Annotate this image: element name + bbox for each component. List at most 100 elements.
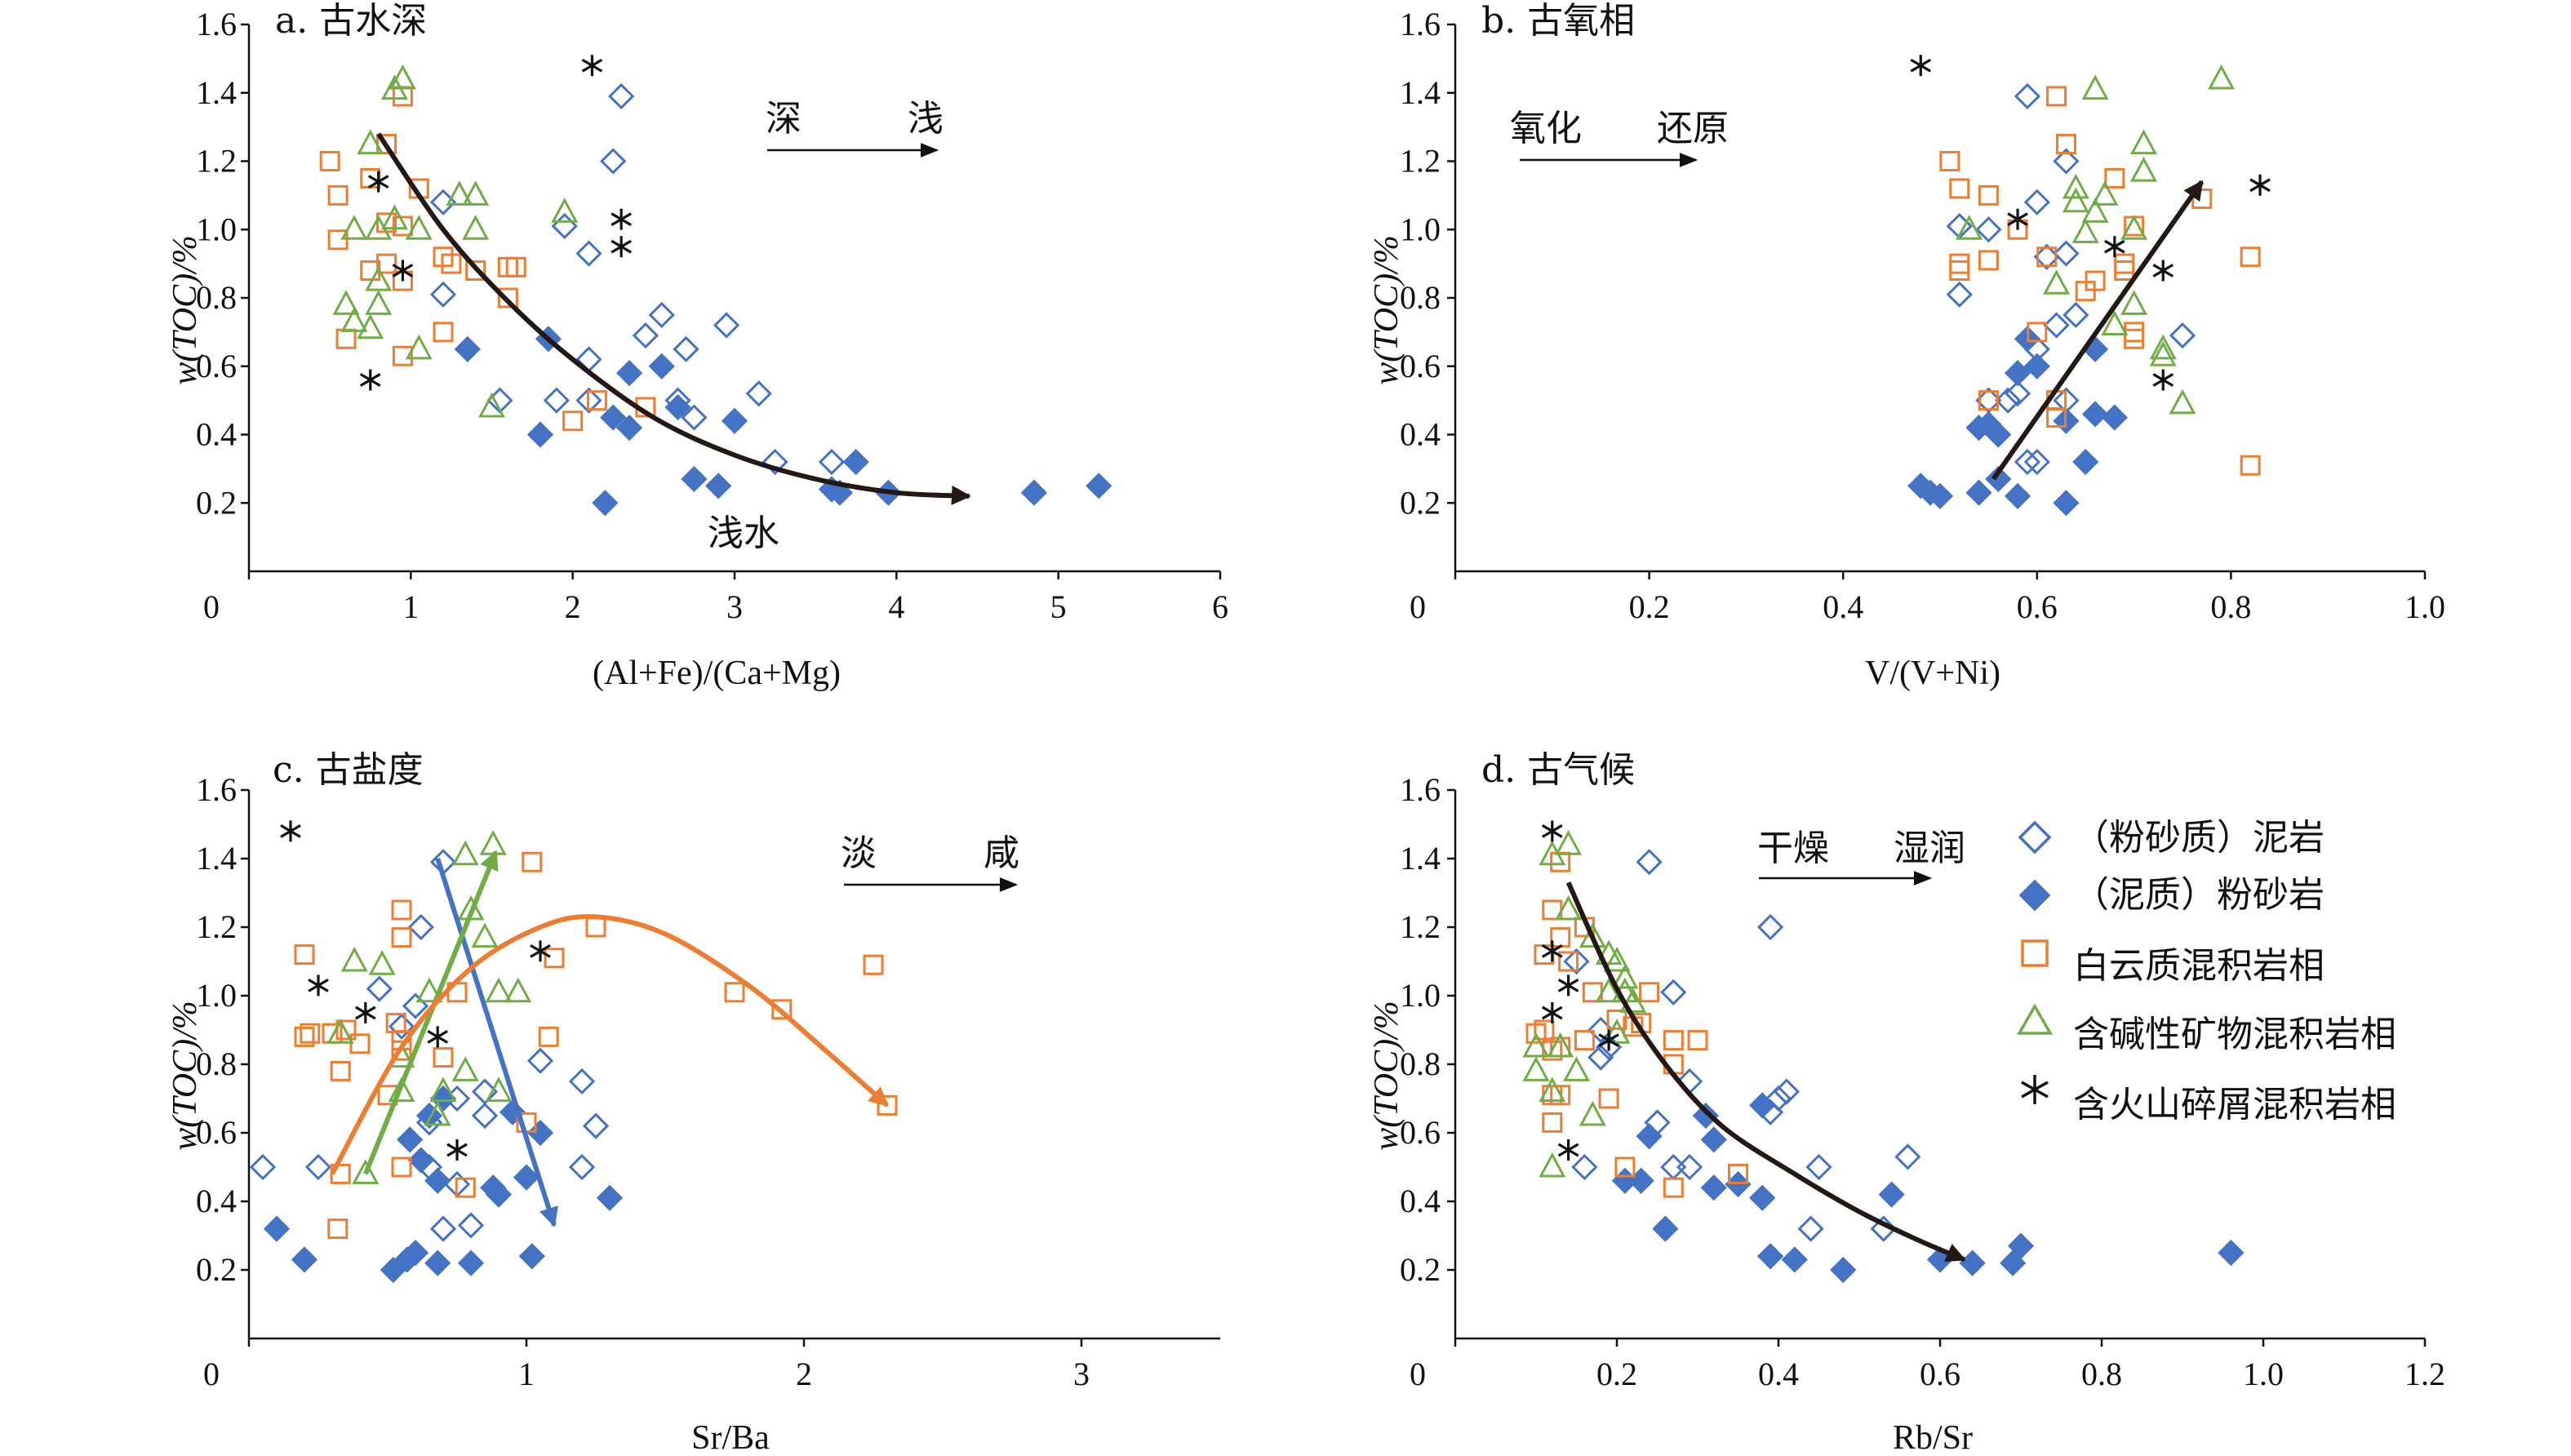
panel-d-point-diamond-open <box>1660 979 1687 1005</box>
panel-d-origin-label: 0 <box>1410 1356 1426 1392</box>
panel-b-point-triangle-open <box>2149 334 2177 360</box>
panel-b-ytick-label: 0.6 <box>1400 348 1441 384</box>
panel-c-point-square-open <box>300 1023 321 1044</box>
panel-d-ytick-label: 0.2 <box>1400 1251 1441 1288</box>
panel-a-xlabel: (Al+Fe)/(Ca+Mg) <box>593 655 841 692</box>
panel-d-ytick-label: 1.4 <box>1400 840 1441 877</box>
panel-c-xtick-label: 2 <box>796 1356 812 1392</box>
panel-b-ytick-label: 0.4 <box>1400 416 1441 453</box>
panel-d-point-square-open <box>1598 1088 1619 1109</box>
panel-c-point-square-open <box>724 982 745 1003</box>
panel-d-point-diamond-open <box>1587 1044 1614 1071</box>
panel-d-xtick-label: 1.0 <box>2243 1356 2284 1392</box>
panel-c-point-diamond-filled <box>291 1246 318 1273</box>
panel-c-ytick-label: 0.6 <box>196 1114 237 1151</box>
panel-a-point-triangle-open <box>365 215 393 240</box>
panel-c-point-diamond-filled <box>596 1184 624 1211</box>
panel-b-point-diamond-filled <box>2023 353 2050 380</box>
panel-a-xtick-label: 4 <box>888 588 904 625</box>
panel-b-point-square-open <box>2240 455 2261 476</box>
panel-a-point-asterisk-stroke <box>581 58 603 73</box>
panel-b-point-diamond-open <box>2053 148 2080 175</box>
legend-item-dolomitic: 白云质混积岩相 <box>2021 939 2325 987</box>
panel-c-ytick-label: 1.6 <box>196 771 237 808</box>
panel-a-point-asterisk <box>367 171 389 193</box>
panel-b-point-square-open <box>2104 167 2125 189</box>
panel-a-xtick-label: 5 <box>1050 588 1067 625</box>
panel-a-point-diamond-open <box>551 212 578 240</box>
panel-b: b. 古氧相 氧化 还原 V/(V+Ni) w(TOC)/% 0.2 0.4 0.6… <box>1368 0 2445 692</box>
panel-d-point-triangle-open <box>1522 1056 1550 1081</box>
panel-d-point-square-open <box>1542 1112 1563 1133</box>
panel-a-ytick-label: 1.4 <box>196 74 237 111</box>
panel-d-ytick-label: 0.6 <box>1400 1114 1441 1151</box>
panel-d-point-square-open <box>1687 1030 1708 1051</box>
panel-d-point-triangle-open <box>1595 977 1623 1003</box>
panel-c-ylabel: w(TOC)/% <box>167 1001 204 1151</box>
panel-a-point-asterisk <box>611 236 632 258</box>
panel-c-point-square-open <box>330 1060 351 1081</box>
panel-b-xtick-label: 0.6 <box>2017 588 2058 625</box>
panel-a-ylabel: w(TOC)/% <box>167 235 204 385</box>
panel-b-point-square-open <box>2240 246 2261 268</box>
panel-d-xtick-label: 0.2 <box>1596 1356 1637 1392</box>
panel-a-point-triangle-open <box>446 180 473 206</box>
panel-d-point-triangle-open <box>1555 830 1583 855</box>
panel-b-point-diamond-open <box>2033 243 2060 270</box>
panel-d-point-square-open <box>1534 1019 1555 1041</box>
panel-b-point-triangle-open <box>2101 310 2129 335</box>
panel-c: c. 古盐度 淡 咸 Sr/Ba w(TOC)/% 0.2 0.4 0.6 0.8 1.… <box>167 749 1220 1456</box>
panel-a-point-diamond-filled <box>526 421 554 448</box>
panel-d-point-square-open <box>1574 1030 1595 1051</box>
panel-a-point-asterisk-stroke <box>392 264 414 277</box>
panel-d-point-triangle-open <box>1579 922 1606 948</box>
panel-a-point-square-open <box>465 260 486 281</box>
panel-a-point-triangle-open <box>340 307 368 332</box>
panel-d-point-diamond-open <box>1563 948 1590 975</box>
panel-c-point-square-open <box>455 1177 476 1198</box>
panel-c-point-triangle-open <box>479 830 507 855</box>
panel-a-point-asterisk <box>359 369 381 391</box>
panel-c-trend-arrow <box>363 850 499 1175</box>
panel-b-xtick-label: 0.2 <box>1629 588 1670 625</box>
panel-a-ytick-label: 1.6 <box>196 6 237 42</box>
panel-c-point-asterisk <box>280 820 301 842</box>
panel-c-point-triangle-open <box>326 1019 354 1044</box>
panel-b-xtick-label: 0.4 <box>1823 588 1863 625</box>
panel-a-point-diamond-filled <box>1086 473 1112 499</box>
panel-d-point-diamond-filled <box>2218 1239 2245 1267</box>
panel-c-point-square-open <box>771 999 793 1020</box>
panel-c-point-triangle-open <box>485 977 513 1003</box>
panel-a-point-diamond-filled <box>705 473 732 499</box>
panel-b-point-square-open <box>1939 151 1960 171</box>
panel-d-point-diamond-open <box>1805 1153 1832 1181</box>
panel-c-point-triangle-open <box>451 840 479 866</box>
panel-c-point-diamond-filled <box>526 1119 554 1147</box>
panel-b-point-square-open <box>2114 260 2135 281</box>
panel-d-point-diamond-open <box>1797 1215 1824 1242</box>
panel-b-point-triangle-open <box>1956 215 1983 240</box>
panel-c-point-diamond-open <box>388 1013 415 1040</box>
legend-item-siltstone: （泥质）粉砂岩 <box>2018 874 2325 916</box>
panel-d-point-asterisk-stroke <box>1541 1005 1563 1020</box>
panel-b-point-triangle-open <box>2129 129 2157 155</box>
panel-d-point-diamond-filled <box>1652 1215 1679 1242</box>
panel-a-point-asterisk <box>611 208 632 230</box>
panel-d-ytick-label: 1.0 <box>1400 977 1441 1014</box>
panel-d-point-diamond-filled <box>2007 1232 2035 1259</box>
panel-b-point-diamond-open <box>2023 189 2050 215</box>
panel-c-xlabel: Sr/Ba <box>691 1419 770 1456</box>
panel-d-xtick-label: 0.8 <box>2081 1356 2122 1392</box>
panel-b-point-diamond-filled <box>2053 490 2080 517</box>
panel-a-ytick-label: 0.2 <box>196 484 237 521</box>
panel-b-point-triangle-open <box>2062 173 2089 199</box>
panel-d-point-diamond-filled <box>1725 1170 1752 1198</box>
panel-c-point-diamond-open <box>304 1153 332 1181</box>
panel-d-point-square-open <box>1614 1156 1636 1178</box>
panel-c-point-diamond-filled <box>402 1239 429 1267</box>
panel-a-point-triangle-open <box>357 313 384 340</box>
panel-d-point-asterisk <box>1541 940 1563 962</box>
legend: （粉砂质）泥岩 （泥质）粉砂岩 白云质混积岩相 含碱性矿物混积岩相 含火山碎屑混… <box>2016 817 2396 1125</box>
panel-c-point-triangle-open <box>471 922 499 948</box>
panel-d-point-diamond-filled <box>1692 1102 1720 1130</box>
